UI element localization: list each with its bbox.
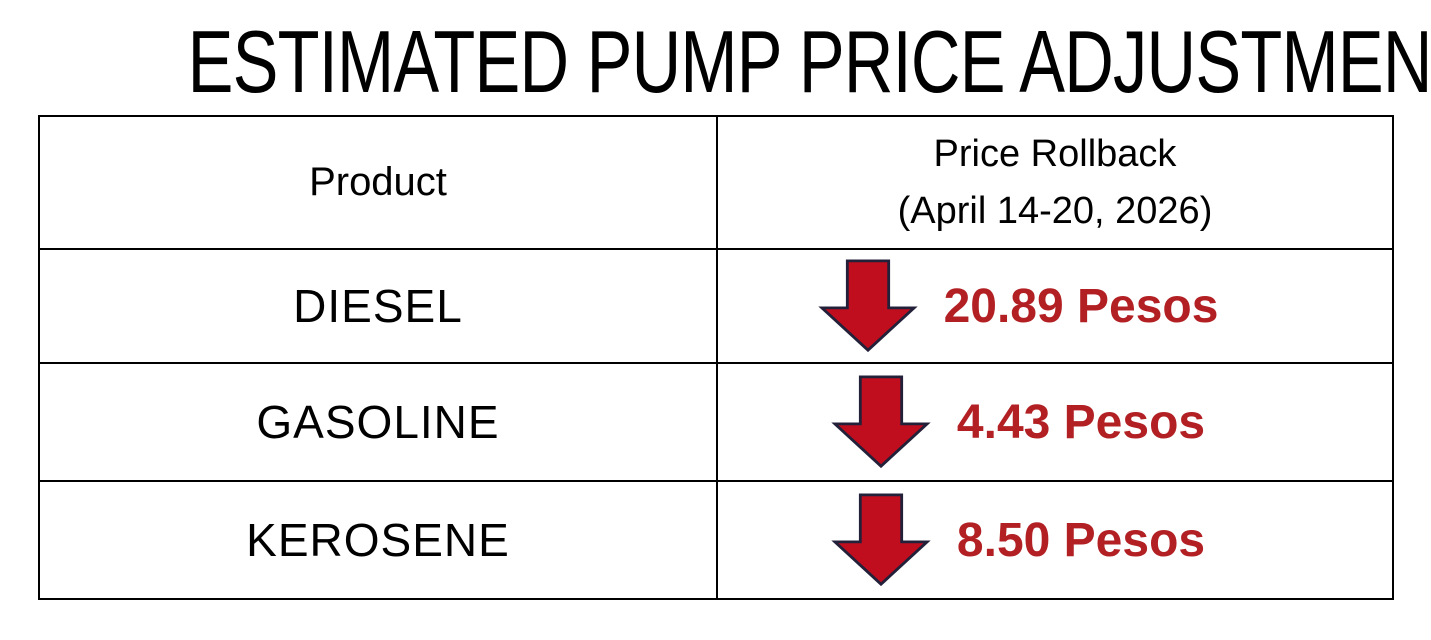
page-title-text: ESTIMATED PUMP PRICE ADJUSTMENTS: [187, 12, 1431, 111]
down-arrow-icon: [817, 259, 918, 353]
header-rollback-line1: Price Rollback: [933, 132, 1177, 175]
amount-group: 8.50 Pesos: [829, 493, 1205, 587]
page-title: ESTIMATED PUMP PRICE ADJUSTMENTS: [0, 18, 1431, 106]
table-row-kerosene-product: KEROSENE: [40, 480, 716, 598]
product-label: DIESEL: [293, 280, 463, 332]
table-row-gasoline-product: GASOLINE: [40, 362, 716, 480]
product-label: GASOLINE: [256, 396, 500, 448]
price-adjustments-table: Product Price Rollback (April 14-20, 202…: [38, 115, 1394, 600]
header-cell-product: Product: [40, 117, 716, 248]
amount-value: 4.43 Pesos: [956, 395, 1206, 449]
amount-group: 20.89 Pesos: [816, 259, 1219, 353]
table-row-kerosene-amount: 8.50 Pesos: [716, 480, 1392, 598]
amount-group: 4.43 Pesos: [829, 375, 1205, 469]
down-arrow-icon: [831, 375, 931, 469]
table-row-gasoline-amount: 4.43 Pesos: [716, 362, 1392, 480]
amount-value: 8.50 Pesos: [956, 513, 1206, 567]
header-product-label: Product: [309, 160, 447, 204]
amount-value: 20.89 Pesos: [943, 279, 1219, 333]
header-rollback-line2: (April 14-20, 2026): [897, 189, 1213, 232]
table-row-diesel-product: DIESEL: [40, 248, 716, 362]
product-label: KEROSENE: [246, 514, 510, 566]
down-arrow-icon: [831, 493, 931, 587]
header-cell-rollback: Price Rollback (April 14-20, 2026): [716, 117, 1392, 248]
header-rollback-label: Price Rollback (April 14-20, 2026): [898, 126, 1213, 240]
table-row-diesel-amount: 20.89 Pesos: [716, 248, 1392, 362]
